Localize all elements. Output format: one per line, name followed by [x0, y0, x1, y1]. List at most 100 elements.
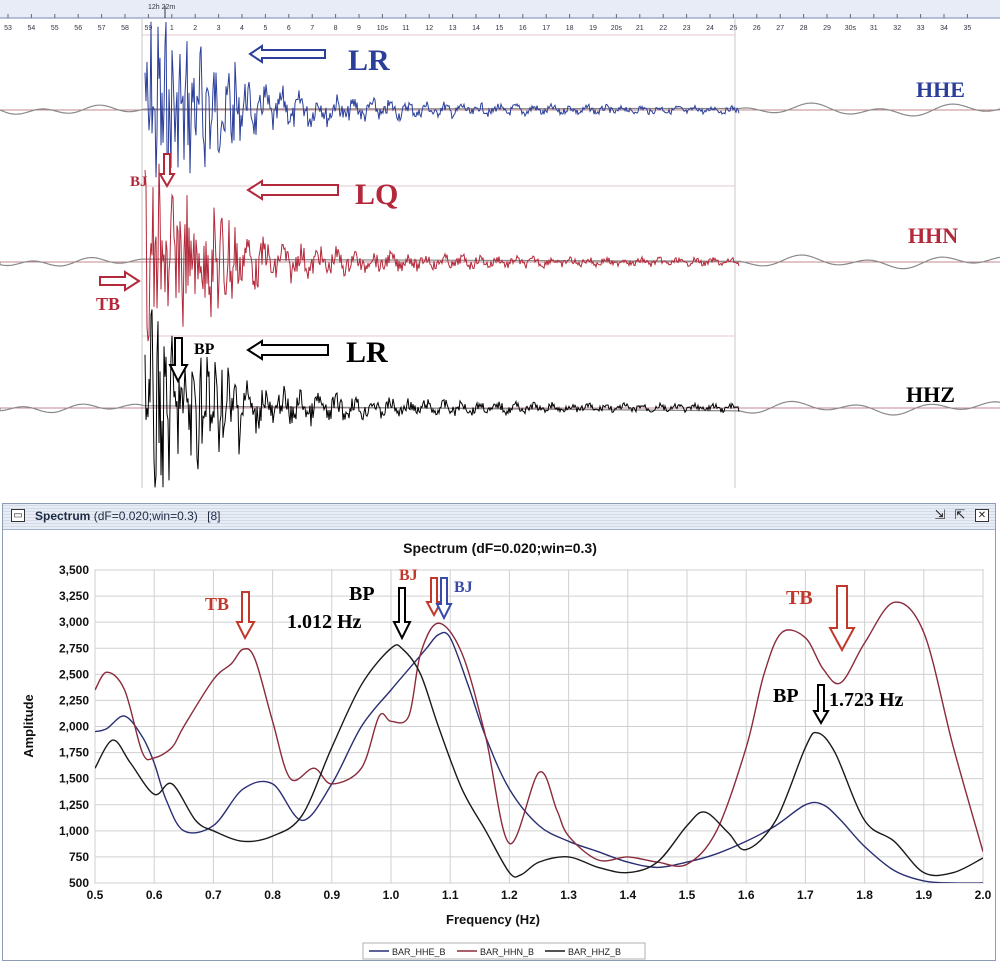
x-tick-label: 0.5: [87, 888, 104, 902]
chart-series: [95, 601, 983, 883]
bp-arrow: [168, 337, 189, 384]
time-tick-label: 17: [542, 25, 550, 32]
maximize-icon[interactable]: ⇱: [954, 507, 966, 522]
annotation-tb: TB: [96, 294, 120, 314]
spec-annotation-bp-right-freq: 1.723 Hz: [829, 689, 904, 711]
time-tick-label: 31: [870, 25, 878, 32]
spec-annotation-tb-right: TB: [786, 587, 813, 609]
x-tick-label: 0.6: [146, 888, 163, 902]
x-tick-label: 1.2: [501, 888, 518, 902]
spec-arrow-bj-blue: [435, 577, 453, 621]
spec-arrow-tb-left: [235, 591, 256, 641]
spectrum-titlebar[interactable]: ▭ Spectrum (dF=0.020;win=0.3) [8] ⇲ ⇱ ✕: [3, 504, 995, 530]
spec-annotation-bp-left-freq: 1.012 Hz: [287, 611, 362, 633]
x-tick-label: 1.3: [560, 888, 577, 902]
lr-arrow-bottom: [246, 339, 329, 361]
time-tick-label: 16: [519, 25, 527, 32]
time-tick-label: 58: [121, 25, 129, 32]
time-tick-label: 8: [334, 25, 338, 32]
time-tick-label: 2: [193, 25, 197, 32]
time-tick-label: 26: [753, 25, 761, 32]
channel-label-hhe: HHE: [916, 77, 965, 102]
y-tick-label: 2,000: [59, 720, 89, 734]
time-tick-label: 7: [310, 25, 314, 32]
y-tick-label: 1,000: [59, 824, 89, 838]
x-tick-label: 0.8: [264, 888, 281, 902]
time-tick-label: 21: [636, 25, 644, 32]
x-tick-label: 1.5: [679, 888, 696, 902]
legend-label-hhn: BAR_HHN_B: [480, 947, 534, 957]
chart-title: Spectrum (dF=0.020;win=0.3): [403, 540, 597, 556]
time-ticks: 53 54 55 56 57 58 59 1 2 3 4 5 6 7 8 9 10s 11 12 13 14 15 16 17…: [4, 6, 971, 32]
trace-noise-hhz: [0, 400, 1000, 416]
channel-label-hhn: HHN: [908, 223, 958, 248]
spectrum-window: ▭ Spectrum (dF=0.020;win=0.3) [8] ⇲ ⇱ ✕ …: [2, 503, 996, 961]
series-line-bar-hhn-b: [95, 601, 983, 867]
annotation-lr-top: LR: [348, 44, 390, 77]
seismogram-plot: 12h 22m 53 54 55 56 57 58 59 1 2 3 4 5 6 7 8 9 10s 11 12 13…: [0, 0, 1000, 488]
minimize-icon[interactable]: ⇲: [934, 507, 946, 522]
x-tick-label: 0.9: [323, 888, 340, 902]
tb-arrow: [99, 270, 141, 292]
spec-annotation-bp-left: BP: [349, 583, 375, 605]
time-tick-label: 3: [217, 25, 221, 32]
spec-annotation-bj-blue: BJ: [454, 579, 473, 596]
time-tick-label: 14: [472, 25, 480, 32]
close-icon[interactable]: ✕: [975, 509, 989, 522]
time-tick-label: 12: [425, 25, 433, 32]
trace-signal-hhn: [144, 163, 740, 342]
series-line-bar-hhe-b: [95, 631, 983, 883]
time-header-bar: [0, 0, 1000, 18]
spec-arrow-tb-right: [828, 585, 856, 653]
y-axis-label: Amplitude: [21, 694, 36, 758]
chart-grid: [94, 569, 984, 884]
time-tick-label: 59: [145, 25, 153, 32]
spec-annotation-tb-left: TB: [205, 594, 229, 614]
time-tick-label: 9: [357, 25, 361, 32]
spectrum-title-count: [8]: [207, 509, 221, 523]
time-tick-label: 56: [74, 25, 82, 32]
time-tick-label: 15: [496, 25, 504, 32]
spec-annotation-bj-red: BJ: [399, 567, 418, 584]
time-tick-label: 32: [893, 25, 901, 32]
lr-arrow-top: [248, 44, 326, 64]
y-tick-label: 3,500: [59, 563, 89, 577]
x-tick-label: 1.4: [619, 888, 636, 902]
time-tick-label: 54: [28, 25, 36, 32]
x-tick-label: 1.8: [856, 888, 873, 902]
y-tick-label: 1,250: [59, 798, 89, 812]
time-tick-label: 27: [776, 25, 784, 32]
time-tick-label: 34: [940, 25, 948, 32]
spectrum-window-title: Spectrum (dF=0.020;win=0.3) [8]: [35, 509, 220, 523]
time-tick-label: 24: [706, 25, 714, 32]
annotation-bp: BP: [194, 341, 215, 358]
seismogram-traces: [0, 21, 1000, 488]
x-tick-label: 1.7: [797, 888, 814, 902]
channel-label-hhz: HHZ: [906, 382, 955, 407]
time-tick-label: 1: [170, 25, 174, 32]
bj-arrow: [158, 153, 176, 188]
legend-box: [362, 942, 646, 960]
spec-arrow-bp-right: [812, 684, 830, 725]
time-tick-label: 35: [964, 25, 972, 32]
time-tick-label: 19: [589, 25, 597, 32]
time-tick-label: 4: [240, 25, 244, 32]
time-start-label: 12h 22m: [148, 4, 175, 11]
annotation-bj: BJ: [130, 174, 148, 190]
legend-label-hhe: BAR_HHE_B: [392, 947, 446, 957]
time-tick-label: 28: [800, 25, 808, 32]
series-line-bar-hhz-b: [95, 644, 983, 878]
time-tick-label: 53: [4, 25, 12, 32]
time-tick-label: 5: [263, 25, 267, 32]
chart-axes: 0.5 0.6 0.7 0.8 0.9 1.0 1.1 1.2 1.3 1.4 1.5 1.6 1.7 1…: [59, 563, 992, 902]
spectrum-title-name: Spectrum: [35, 509, 91, 523]
spectrum-title-detail: (dF=0.020;win=0.3): [93, 509, 198, 523]
trace-signal-hhz: [144, 309, 740, 488]
trace-noise-hhn: [0, 254, 1000, 270]
spec-annotation-bp-right: BP: [773, 685, 799, 707]
time-tick-label: 6: [287, 25, 291, 32]
time-tick-label: 25: [730, 25, 738, 32]
lq-arrow: [246, 179, 339, 201]
time-tick-label: 10s: [377, 25, 389, 32]
x-tick-label: 1.0: [383, 888, 400, 902]
